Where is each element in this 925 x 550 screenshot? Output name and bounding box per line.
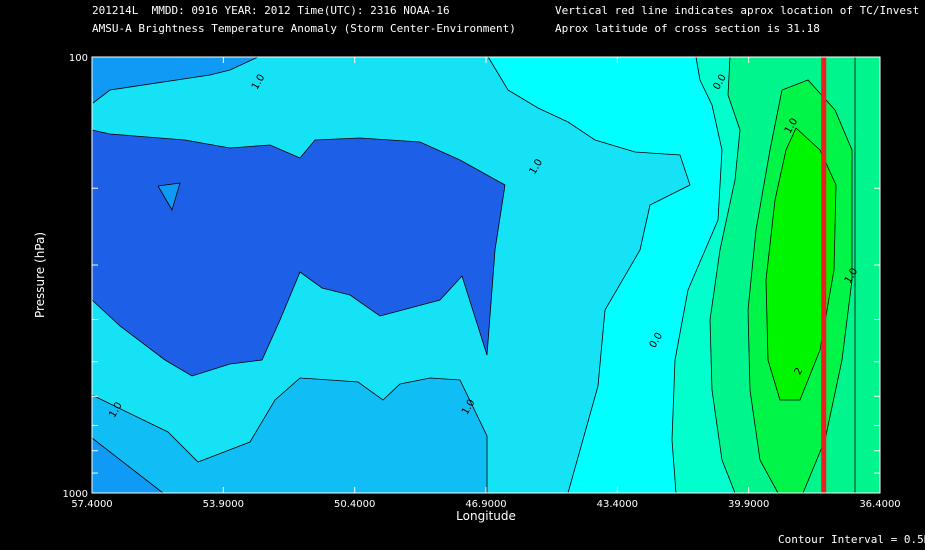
header-product-title: AMSU-A Brightness Temperature Anomaly (S…	[92, 22, 516, 35]
contour-line	[747, 79, 853, 494]
contour-line	[92, 56, 259, 104]
contour-label: 2	[793, 366, 806, 377]
anomaly-band-plus-2	[766, 128, 836, 400]
contour-lines	[91, 56, 856, 494]
x-axis-ticks: 57.4000 53.9000 50.4000 46.9000 43.4000 39.90…	[71, 57, 901, 510]
header-latitude-note: Aprox latitude of cross section is 31.18	[555, 22, 820, 35]
y-tick-label: 1000	[63, 489, 88, 500]
contour-line	[91, 437, 164, 494]
contour-interval-note: Contour Interval = 0.5K	[778, 533, 925, 546]
x-tick-label: 39.9000	[728, 499, 769, 510]
x-tick-label: 50.4000	[334, 499, 375, 510]
x-tick-label: 53.9000	[203, 499, 244, 510]
anomaly-band-minus-1-5-pocket	[158, 183, 180, 210]
header-red-line-note: Vertical red line indicates aprox locati…	[555, 4, 920, 17]
x-axis-label: Longitude	[456, 509, 516, 523]
contour-line	[671, 56, 723, 494]
contour-line	[91, 377, 488, 493]
x-tick-label: 46.9000	[465, 499, 506, 510]
x-tick-label: 57.4000	[71, 499, 112, 510]
contour-line	[487, 56, 691, 494]
contour-bands	[92, 57, 880, 493]
x-tick-label: 36.4000	[859, 499, 900, 510]
x-tick-label: 43.4000	[597, 499, 638, 510]
contour-line	[157, 182, 181, 212]
contour-line	[765, 127, 837, 401]
header-storm-info: 201214L MMDD: 0916 YEAR: 2012 Time(UTC):…	[92, 4, 450, 17]
anomaly-band-plus-0-5-edge	[855, 57, 880, 493]
contour-line	[709, 56, 741, 494]
y-axis-label: Pressure (hPa)	[33, 232, 47, 318]
contour-line	[91, 129, 506, 377]
y-tick-label: 100	[69, 53, 88, 64]
anomaly-band-minus-2	[92, 130, 505, 376]
y-axis-ticks: 100 1000	[63, 53, 880, 500]
